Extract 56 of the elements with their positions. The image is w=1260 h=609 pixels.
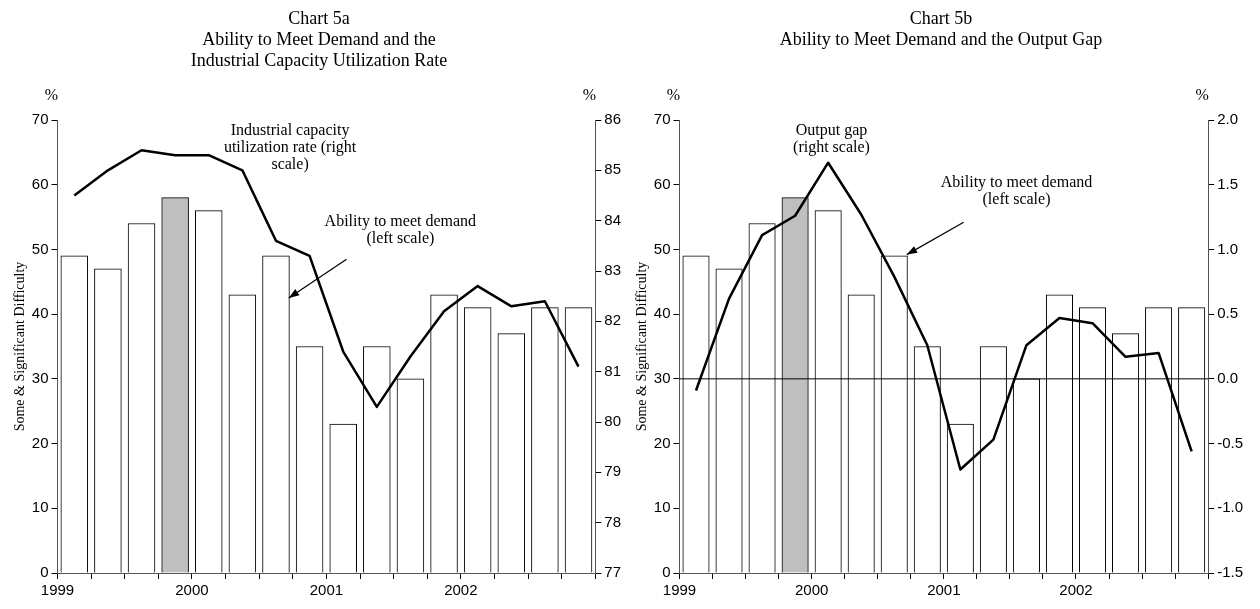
chart-subtitle: Ability to Meet Demand and the Output Gap bbox=[779, 29, 1103, 50]
text: % bbox=[44, 86, 59, 104]
y-tick-label: 10 bbox=[653, 498, 671, 516]
y2-tick-label: 77 bbox=[604, 563, 621, 581]
x-tick-label: 2001 bbox=[309, 581, 344, 599]
y2-tick-label: -0.5 bbox=[1217, 433, 1244, 451]
y-tick-label: 40 bbox=[31, 304, 49, 322]
text: % bbox=[666, 86, 681, 104]
y2-tick-label: 1.0 bbox=[1217, 239, 1239, 257]
y2-tick-label: 0.0 bbox=[1217, 369, 1239, 386]
y2-axis-title: % bbox=[1195, 86, 1209, 104]
y2-tick-label: 82 bbox=[604, 311, 621, 329]
y-tick-label: 30 bbox=[31, 369, 49, 386]
chart-subtitle: Ability to Meet Demand and the Industrial Capacity Utilization Rate bbox=[189, 29, 449, 71]
y-tick-label: 40 bbox=[653, 304, 671, 322]
y-tick-label: 50 bbox=[31, 239, 49, 257]
y2-tick-label: 81 bbox=[604, 361, 621, 379]
y-tick-label: 0 bbox=[662, 563, 671, 581]
y2-tick-label: 79 bbox=[604, 462, 621, 480]
chart-title: Chart 5a bbox=[287, 8, 351, 29]
y2-axis-title: % bbox=[582, 86, 596, 104]
x-tick-label: 2002 bbox=[1059, 581, 1093, 599]
annotation: Industrial capacity utilization rate (right scale) bbox=[223, 121, 357, 174]
x-tick-label: 2000 bbox=[175, 581, 209, 599]
y2-tick-label: 1.5 bbox=[1217, 174, 1239, 192]
chart-title: Chart 5b bbox=[908, 8, 974, 29]
annotation: Ability to meet demand (left scale) bbox=[324, 212, 477, 248]
y2-tick-label: -1.5 bbox=[1217, 563, 1244, 581]
x-tick-label: 2002 bbox=[444, 581, 478, 599]
y2-tick-label: 80 bbox=[604, 412, 621, 430]
y-tick-label: 0 bbox=[40, 563, 49, 581]
y-tick-label: 70 bbox=[31, 110, 49, 128]
x-tick-label: 2000 bbox=[794, 581, 829, 599]
annotation: Ability to meet demand (left scale) bbox=[940, 173, 1093, 209]
y2-tick-label: 83 bbox=[604, 261, 621, 279]
y2-tick-label: 0.5 bbox=[1217, 304, 1239, 322]
y-axis-title: Some & Significant Difficulty bbox=[12, 261, 28, 432]
y-tick-label: 60 bbox=[31, 174, 49, 192]
y2-tick-label: 85 bbox=[604, 160, 621, 178]
y-tick-label: 20 bbox=[653, 433, 671, 451]
y2-tick-label: 2.0 bbox=[1217, 110, 1239, 128]
y2-tick-label: 78 bbox=[604, 512, 621, 530]
annotation: Output gap (right scale) bbox=[793, 121, 870, 157]
y-tick-label: 70 bbox=[653, 110, 671, 128]
y-tick-label: 50 bbox=[653, 239, 671, 257]
y-axis-title: Some & Significant Difficulty bbox=[634, 261, 650, 432]
x-tick-label: 1999 bbox=[40, 581, 75, 599]
y-tick-label: 20 bbox=[31, 433, 49, 451]
y2-tick-label: -1.0 bbox=[1217, 498, 1244, 516]
y-tick-label: 60 bbox=[653, 174, 671, 192]
x-tick-label: 1999 bbox=[662, 581, 697, 599]
y-tick-label: 10 bbox=[31, 498, 49, 516]
x-tick-label: 2001 bbox=[927, 581, 961, 599]
y2-tick-label: 86 bbox=[604, 110, 621, 128]
y-tick-label: 30 bbox=[653, 369, 671, 386]
y2-tick-label: 84 bbox=[604, 210, 621, 228]
